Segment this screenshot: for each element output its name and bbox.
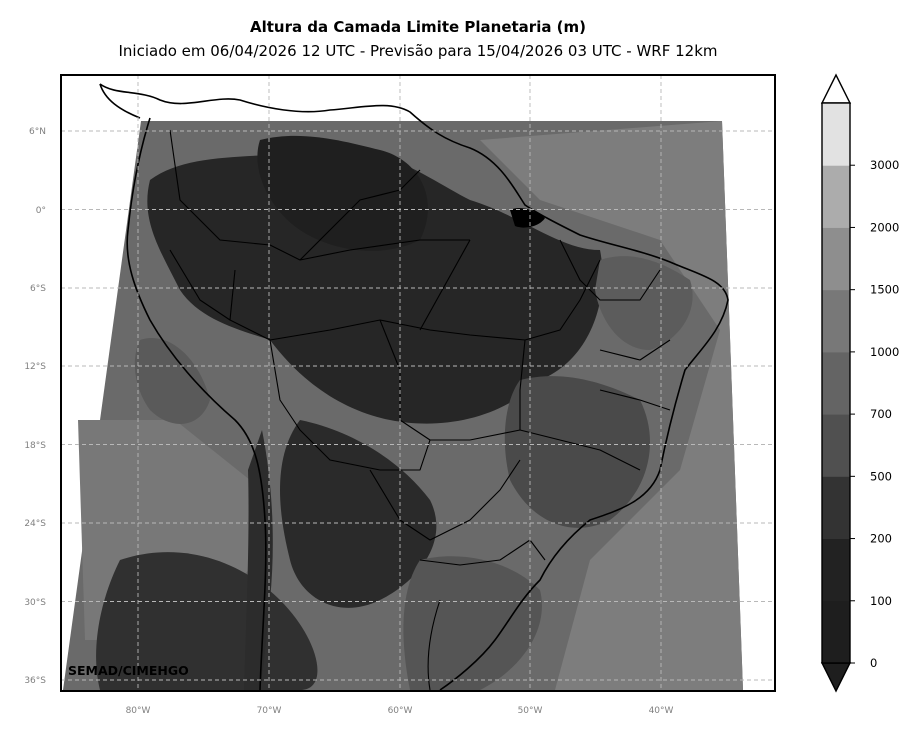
plot-frame <box>60 74 776 692</box>
lon-label: 60°W <box>388 706 413 716</box>
colorbar-band <box>822 414 850 477</box>
credit-label: SEMAD/CIMEHGO <box>68 663 189 678</box>
dark-field-amazon <box>147 148 603 424</box>
colorbar-tick-label: 1000 <box>870 345 899 359</box>
colorbar-extend-low <box>820 662 852 693</box>
colorbar-tick-label: 100 <box>870 594 892 608</box>
lat-label: 36°S <box>24 676 46 686</box>
ocean-field-east <box>480 121 743 690</box>
gridlines <box>61 75 775 691</box>
lat-label: 0° <box>36 206 46 216</box>
colorbar: 0 100 200 500 700 1000 1500 2000 3000 <box>820 73 899 693</box>
light-patch-ne <box>595 256 693 350</box>
colorbar-extend-high <box>820 73 852 104</box>
borders <box>169 129 671 691</box>
medium-field-east <box>504 376 650 528</box>
lat-label: 24°S <box>24 519 46 529</box>
colorbar-band <box>822 351 850 415</box>
dark-field-center <box>280 420 437 608</box>
chart-subtitle: Iniciado em 06/04/2026 12 UTC - Previsão… <box>118 42 718 60</box>
lat-label: 6°S <box>30 284 46 294</box>
lat-labels: 6°N 0° 6°S 12°S 18°S 24°S 30°S 36°S <box>24 127 46 686</box>
colorbar-tick-label: 0 <box>870 656 877 670</box>
colorbar-tick-label: 200 <box>870 532 892 546</box>
colorbar-band <box>822 165 850 228</box>
lat-label: 6°N <box>29 127 46 137</box>
lat-label: 30°S <box>24 598 46 608</box>
colorbar-frame <box>821 102 851 664</box>
colorbar-tick-label: 3000 <box>870 158 899 172</box>
colorbar-band <box>822 289 850 353</box>
lon-label: 50°W <box>518 706 543 716</box>
dark-field-andes <box>244 430 273 690</box>
light-patch-west <box>134 338 210 424</box>
amazon-delta-detail <box>510 207 545 228</box>
lon-label: 80°W <box>126 706 151 716</box>
lon-labels: 80°W 70°W 60°W 50°W 40°W <box>126 706 674 716</box>
colorbar-band <box>822 600 850 664</box>
map-plot-area <box>63 83 743 691</box>
medium-field-argentina <box>403 556 542 690</box>
lon-label: 40°W <box>649 706 674 716</box>
chart-title: Altura da Camada Limite Planetaria (m) <box>249 18 587 36</box>
colorbar-tick-label: 700 <box>870 407 892 421</box>
lat-label: 12°S <box>24 362 46 372</box>
colorbar-band <box>822 476 850 540</box>
colorbar-band <box>822 103 850 166</box>
lon-label: 70°W <box>257 706 282 716</box>
coastlines <box>99 83 729 691</box>
colorbar-tick-label: 1500 <box>870 283 899 297</box>
dark-field-north <box>257 135 428 251</box>
colorbar-band <box>822 227 850 291</box>
colorbar-band <box>822 538 850 602</box>
lat-label: 18°S <box>24 441 46 451</box>
colorbar-tick-label: 2000 <box>870 220 899 234</box>
colorbar-tick-label: 500 <box>870 469 892 483</box>
